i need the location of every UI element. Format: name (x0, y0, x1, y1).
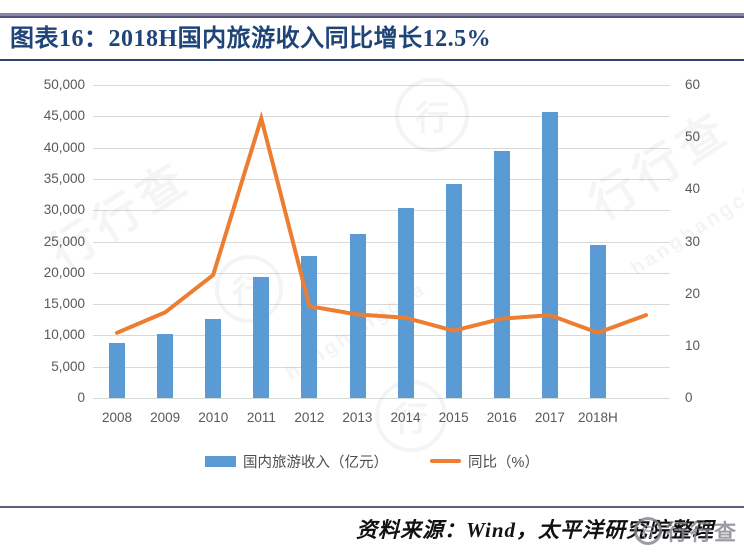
watermark-text: 行行查 (665, 520, 738, 545)
left-axis-tick: 35,000 (43, 170, 85, 186)
gridline (93, 178, 670, 180)
x-axis-category-label: 2014 (390, 410, 421, 425)
right-axis-tick: 20 (685, 285, 701, 301)
chart-title: 图表16：2018H国内旅游收入同比增长12.5% (10, 26, 492, 52)
watermark-logo-icon: 行 (633, 517, 662, 545)
left-axis-tick: 45,000 (43, 108, 85, 124)
gridline (93, 304, 670, 306)
bar (157, 334, 174, 398)
source-note: 资料来源：Wind，太平洋研究院整理 (356, 518, 714, 542)
footer-rule (0, 506, 744, 508)
bar (205, 319, 222, 398)
chart-legend: 国内旅游收入（亿元） 同比（%） (0, 449, 744, 473)
bar-series-swatch-icon (205, 455, 237, 467)
x-axis-category-label: 2018H (577, 410, 618, 425)
left-axis-tick: 30,000 (43, 202, 85, 218)
footer-watermark: 行 行行查 (633, 515, 738, 547)
x-axis-category-label: 2012 (294, 410, 325, 425)
gridline (93, 272, 670, 274)
legend-label-yoy: 同比（%） (468, 454, 539, 471)
left-axis-tick: 50,000 (43, 77, 85, 92)
legend-item-yoy: 同比（%） (430, 451, 539, 472)
bar (589, 244, 606, 398)
x-axis-category-label: 2010 (198, 410, 229, 425)
bar (493, 151, 510, 398)
x-axis-category-label: 2017 (534, 410, 565, 425)
line-series-swatch-icon (430, 459, 462, 463)
bar (253, 277, 270, 398)
gridline (93, 366, 670, 368)
gridline (93, 335, 670, 337)
gridline (93, 398, 670, 399)
gridline (93, 85, 670, 86)
x-axis-category-label: 2008 (102, 410, 133, 425)
gridline (93, 147, 670, 149)
left-axis-tick: 5,000 (51, 358, 85, 374)
left-axis-tick: 15,000 (43, 296, 85, 312)
left-axis-tick: 40,000 (43, 139, 85, 155)
gridline (93, 210, 670, 212)
x-axis-category-label: 2013 (342, 410, 373, 425)
left-axis-tick: 10,000 (43, 327, 85, 343)
x-axis-category-label: 2015 (438, 410, 469, 425)
bar (397, 208, 414, 398)
bar (541, 112, 558, 398)
header-top-rule (0, 13, 744, 18)
left-axis-tick: 20,000 (43, 264, 85, 280)
left-axis-tick: 25,000 (43, 233, 85, 249)
gridline (93, 116, 670, 118)
legend-item-revenue: 国内旅游收入（亿元） (205, 451, 388, 472)
bar (109, 343, 125, 398)
x-axis-category-label: 2009 (150, 410, 181, 425)
right-axis-tick: 0 (685, 390, 693, 405)
x-axis-category-label: 2011 (246, 410, 276, 425)
watermark-logo-glyph: 行 (641, 524, 655, 540)
gridline (93, 241, 670, 243)
right-axis-tick: 30 (685, 233, 701, 249)
right-axis-tick: 50 (685, 129, 701, 145)
x-axis-category-label: 2016 (486, 410, 517, 425)
legend-label-revenue: 国内旅游收入（亿元） (243, 454, 389, 471)
right-axis-tick: 10 (685, 337, 701, 353)
left-axis-tick: 0 (77, 390, 85, 405)
right-axis-tick: 60 (685, 77, 701, 92)
right-axis-tick: 40 (685, 181, 701, 197)
yoy-line-path (115, 111, 648, 335)
bar (445, 183, 462, 398)
title-underline-rule (0, 59, 744, 61)
